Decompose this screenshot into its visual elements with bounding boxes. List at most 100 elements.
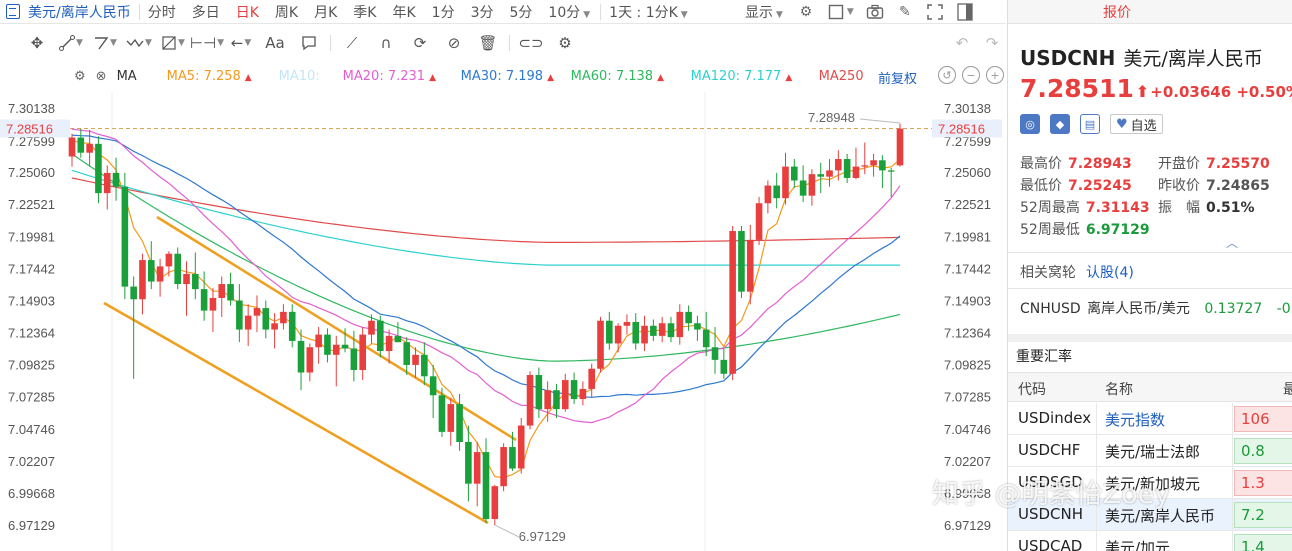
candle-body-up (579, 388, 587, 400)
gear-icon[interactable]: ⚙ (74, 68, 86, 84)
y-tick-label-left: 7.07285 (8, 390, 55, 405)
period-intraday[interactable]: 分时 (147, 4, 176, 21)
warrant-link[interactable]: 认股(4) (1086, 265, 1134, 281)
triangle-up-icon: ▲ (429, 72, 436, 83)
ruler-icon[interactable]: ⟋ (346, 34, 358, 52)
ma-item-ma120: MA120: 7.177 ▲ (690, 68, 793, 84)
y-tick-label-left: 7.02207 (8, 454, 55, 469)
add-watchlist-button[interactable]: ♥ 自选 (1110, 114, 1163, 134)
rate-value: 1.3 (1234, 470, 1292, 496)
tab-quote[interactable]: 报价 (1103, 5, 1131, 21)
checkbox-icon[interactable] (827, 3, 845, 21)
redo-icon[interactable]: ↷ (985, 34, 999, 52)
y-tick-label-right: 7.02207 (944, 454, 991, 469)
ma-label: MA (116, 68, 137, 84)
candle-body-down (685, 311, 692, 324)
period-monthly-k[interactable]: 月K (314, 4, 338, 21)
zoom-in-icon[interactable]: + (986, 66, 1004, 84)
crosshair-move-icon[interactable]: ✥ (30, 34, 44, 52)
display-dropdown[interactable]: 显示 ▼ (745, 5, 783, 21)
chevron-down-icon[interactable]: ▼ (846, 7, 854, 17)
pencil-icon[interactable]: ✎ (898, 4, 911, 20)
candle-body-up (764, 185, 772, 204)
quote-name: 美元/离岸人民币 (1123, 48, 1263, 70)
arrow-tool-icon[interactable]: ← ▼ (230, 34, 252, 52)
candle-body-down (799, 180, 807, 196)
period-daily-k[interactable]: 日K (235, 4, 259, 21)
magnet-icon[interactable]: ∩ (380, 34, 392, 52)
fibonacci-tool-icon[interactable]: ▼ (156, 31, 190, 55)
candle-body-up (746, 239, 754, 292)
tag-icon[interactable]: ◆ (1050, 114, 1070, 134)
y-tick-label-right: 7.22521 (944, 197, 991, 212)
period-multiday[interactable]: 多日 (191, 4, 220, 21)
measure-tool-icon[interactable]: ⊢⊣ ▼ (189, 34, 225, 52)
candle-body-up (253, 308, 261, 316)
candle-body-up (500, 447, 507, 487)
period-3min[interactable]: 3分 (470, 4, 494, 21)
candle-body-up (896, 128, 904, 166)
rate-row[interactable]: USDindex 美元指数 106 (1008, 403, 1292, 435)
rate-name[interactable]: 美元指数 (1105, 411, 1166, 429)
ma-item-ma10: MA10: (278, 68, 320, 84)
y-tick-label-left: 7.04746 (8, 422, 55, 437)
period-10min-dropdown[interactable]: 10分 ▼ (548, 4, 591, 21)
rate-row[interactable]: USDSGD 美元/新加坡元 1.3 (1008, 467, 1292, 499)
candle-body-down (227, 284, 234, 301)
zoom-out-icon[interactable]: − (962, 66, 980, 84)
candle-body-up (68, 137, 76, 157)
polyline-tool-icon[interactable]: ▼ (88, 31, 122, 55)
period-yearly-k[interactable]: 年K (392, 4, 416, 21)
collapse-chevron-icon[interactable]: ︿ (1226, 236, 1239, 250)
current-price-label-right-bg (932, 119, 1002, 138)
adjust-dropdown[interactable]: 前复权 (878, 72, 918, 87)
candle-body-up (755, 203, 763, 240)
y-tick-label-left: 7.30138 (8, 101, 55, 116)
rate-code: USDCNH (1018, 505, 1084, 523)
period-quarterly-k[interactable]: 季K (353, 4, 377, 21)
line-tool-icon[interactable]: ▼ (54, 31, 88, 55)
candlestick-chart[interactable]: 7.30138 7.30138 7.25060 7.25060 7.22521 7.225… (0, 90, 1006, 551)
candle-body-up (103, 172, 111, 194)
symbol-selector[interactable]: 美元/离岸人民币 (0, 2, 131, 22)
camera-icon[interactable] (866, 3, 884, 21)
candle-body-up (782, 166, 789, 199)
rate-value: 106 (1234, 406, 1292, 432)
period-5min[interactable]: 5分 (509, 4, 533, 21)
delete-drawings-icon[interactable]: 🗑 (478, 34, 498, 52)
candle-body-down (711, 347, 719, 360)
link-icon[interactable]: ⊂⊃ (518, 34, 544, 52)
cnhusd-row[interactable]: CNHUSD 离岸人民币/美元 0.13727 -0 (1020, 301, 1291, 317)
multi-period-dropdown[interactable]: 1天 : 1分K ▼ (609, 4, 688, 21)
trendline-upper (156, 215, 517, 442)
undo-icon[interactable]: ↶ (955, 34, 969, 52)
close-icon[interactable]: ⊗ (95, 68, 107, 84)
text-tool-icon[interactable]: Aa (265, 34, 285, 52)
rate-row[interactable]: USDCNH 美元/离岸人民币 7.2 (1008, 499, 1292, 531)
rate-row[interactable]: USDCAD 美元/加元 1.4 (1008, 531, 1292, 551)
period-1min[interactable]: 1分 (431, 4, 455, 21)
wave-tool-icon[interactable]: ▼ (122, 31, 156, 55)
bookmark-icon[interactable]: ▤ (1080, 114, 1100, 134)
candle-body-down (77, 137, 85, 153)
hide-drawings-icon[interactable]: ⊘ (447, 34, 461, 52)
candle-body-down (790, 166, 798, 181)
y-tick-label-left: 7.17442 (8, 261, 55, 276)
reset-icon[interactable]: ↺ (938, 66, 956, 84)
globe-icon[interactable]: ◎ (1020, 114, 1040, 134)
gear-icon[interactable]: ⚙ (558, 34, 572, 52)
candle-body-up (332, 344, 340, 355)
panel-tabbar: 报价 (1008, 0, 1292, 24)
candle-body-up (156, 266, 164, 282)
candle-body-down (482, 452, 490, 520)
comment-tool-icon[interactable] (292, 31, 326, 55)
rate-row[interactable]: USDCHF 美元/瑞士法郎 0.8 (1008, 435, 1292, 467)
settings-icon[interactable]: ⚙ (799, 4, 813, 20)
rate-name: 美元/离岸人民币 (1105, 507, 1216, 525)
y-tick-label-right: 7.27599 (944, 134, 991, 149)
fullscreen-icon[interactable] (926, 3, 944, 21)
close-panel-icon[interactable] (956, 3, 974, 21)
candle-body-up (165, 253, 173, 267)
refresh-icon[interactable]: ⟳ (413, 34, 427, 52)
period-weekly-k[interactable]: 周K (274, 4, 299, 21)
